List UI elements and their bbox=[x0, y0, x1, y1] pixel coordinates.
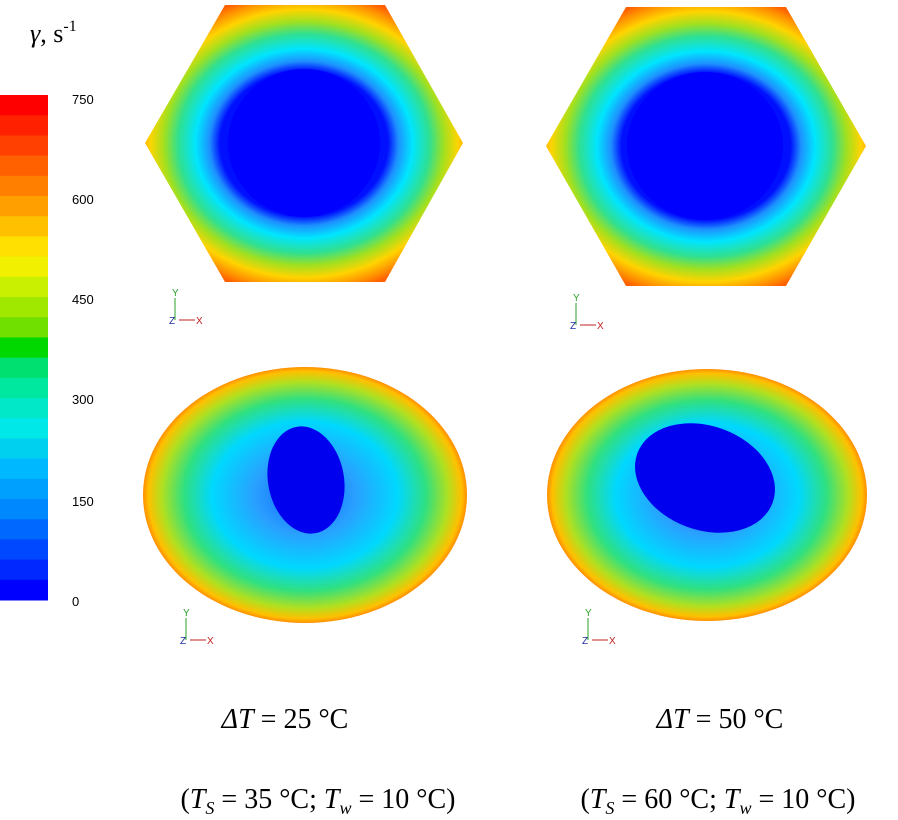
colorbar-tick: 300 bbox=[72, 392, 94, 407]
axis-label-z: Z bbox=[582, 636, 588, 647]
colorbar-band bbox=[0, 418, 48, 439]
colorbar-band bbox=[0, 559, 48, 581]
axis-triad: Y Z X bbox=[582, 608, 616, 647]
colorbar-band bbox=[0, 297, 48, 318]
axis-label-y: Y bbox=[585, 608, 592, 619]
contour-core bbox=[627, 72, 783, 220]
axis-label-z: Z bbox=[180, 636, 186, 647]
contour-core bbox=[635, 423, 775, 533]
colorbar-band bbox=[0, 276, 48, 298]
colorbar-band bbox=[0, 579, 48, 601]
colorbar-band bbox=[0, 398, 48, 419]
colorbar-tick: 750 bbox=[72, 92, 94, 107]
axis-label-y: Y bbox=[172, 288, 179, 299]
axis-label-z: Z bbox=[169, 316, 175, 327]
caption-detail: (TS = 35 °C; Tw = 10 °C) bbox=[181, 784, 456, 818]
axis-label-x: X bbox=[597, 321, 604, 332]
colorbar-band bbox=[0, 438, 48, 460]
colorbar-band bbox=[0, 458, 48, 480]
colorbar-band bbox=[0, 175, 48, 197]
colorbar-title: γ, s-1 bbox=[30, 18, 77, 48]
axis-label-x: X bbox=[196, 316, 203, 327]
axis-triad: Y Z X bbox=[169, 288, 203, 327]
colorbar-band bbox=[0, 519, 48, 540]
colorbar-band bbox=[0, 317, 48, 338]
colorbar-band bbox=[0, 196, 48, 217]
contour-core bbox=[267, 426, 345, 534]
colorbar-band bbox=[0, 115, 48, 136]
caption-detail: (TS = 60 °C; Tw = 10 °C) bbox=[581, 784, 856, 818]
colorbar-tick: 0 bbox=[72, 594, 79, 609]
contour-core bbox=[228, 69, 380, 217]
colorbar-band bbox=[0, 135, 48, 157]
colorbar-band bbox=[0, 155, 48, 177]
axis-label-x: X bbox=[207, 636, 214, 647]
caption-delta: ΔT = 50 °C bbox=[656, 704, 784, 735]
colorbar-band bbox=[0, 377, 48, 399]
colorbar-band bbox=[0, 539, 48, 561]
axis-label-x: X bbox=[609, 636, 616, 647]
colorbar-band bbox=[0, 337, 48, 359]
colorbar-band bbox=[0, 478, 48, 500]
colorbar-tick: 450 bbox=[72, 292, 94, 307]
axis-label-z: Z bbox=[570, 321, 576, 332]
axis-triad: Y Z X bbox=[180, 608, 214, 647]
colorbar-band bbox=[0, 236, 48, 258]
colorbar-band bbox=[0, 256, 48, 278]
colorbar bbox=[0, 95, 48, 601]
colorbar-tick: 600 bbox=[72, 192, 94, 207]
axis-triad: Y Z X bbox=[570, 293, 604, 332]
colorbar-band bbox=[0, 216, 48, 237]
colorbar-band bbox=[0, 499, 48, 520]
colorbar-band bbox=[0, 95, 48, 116]
axis-label-y: Y bbox=[183, 608, 190, 619]
colorbar-tick: 150 bbox=[72, 494, 94, 509]
colorbar-band bbox=[0, 357, 48, 379]
axis-label-y: Y bbox=[573, 293, 580, 304]
caption-delta: ΔT = 25 °C bbox=[221, 704, 349, 735]
